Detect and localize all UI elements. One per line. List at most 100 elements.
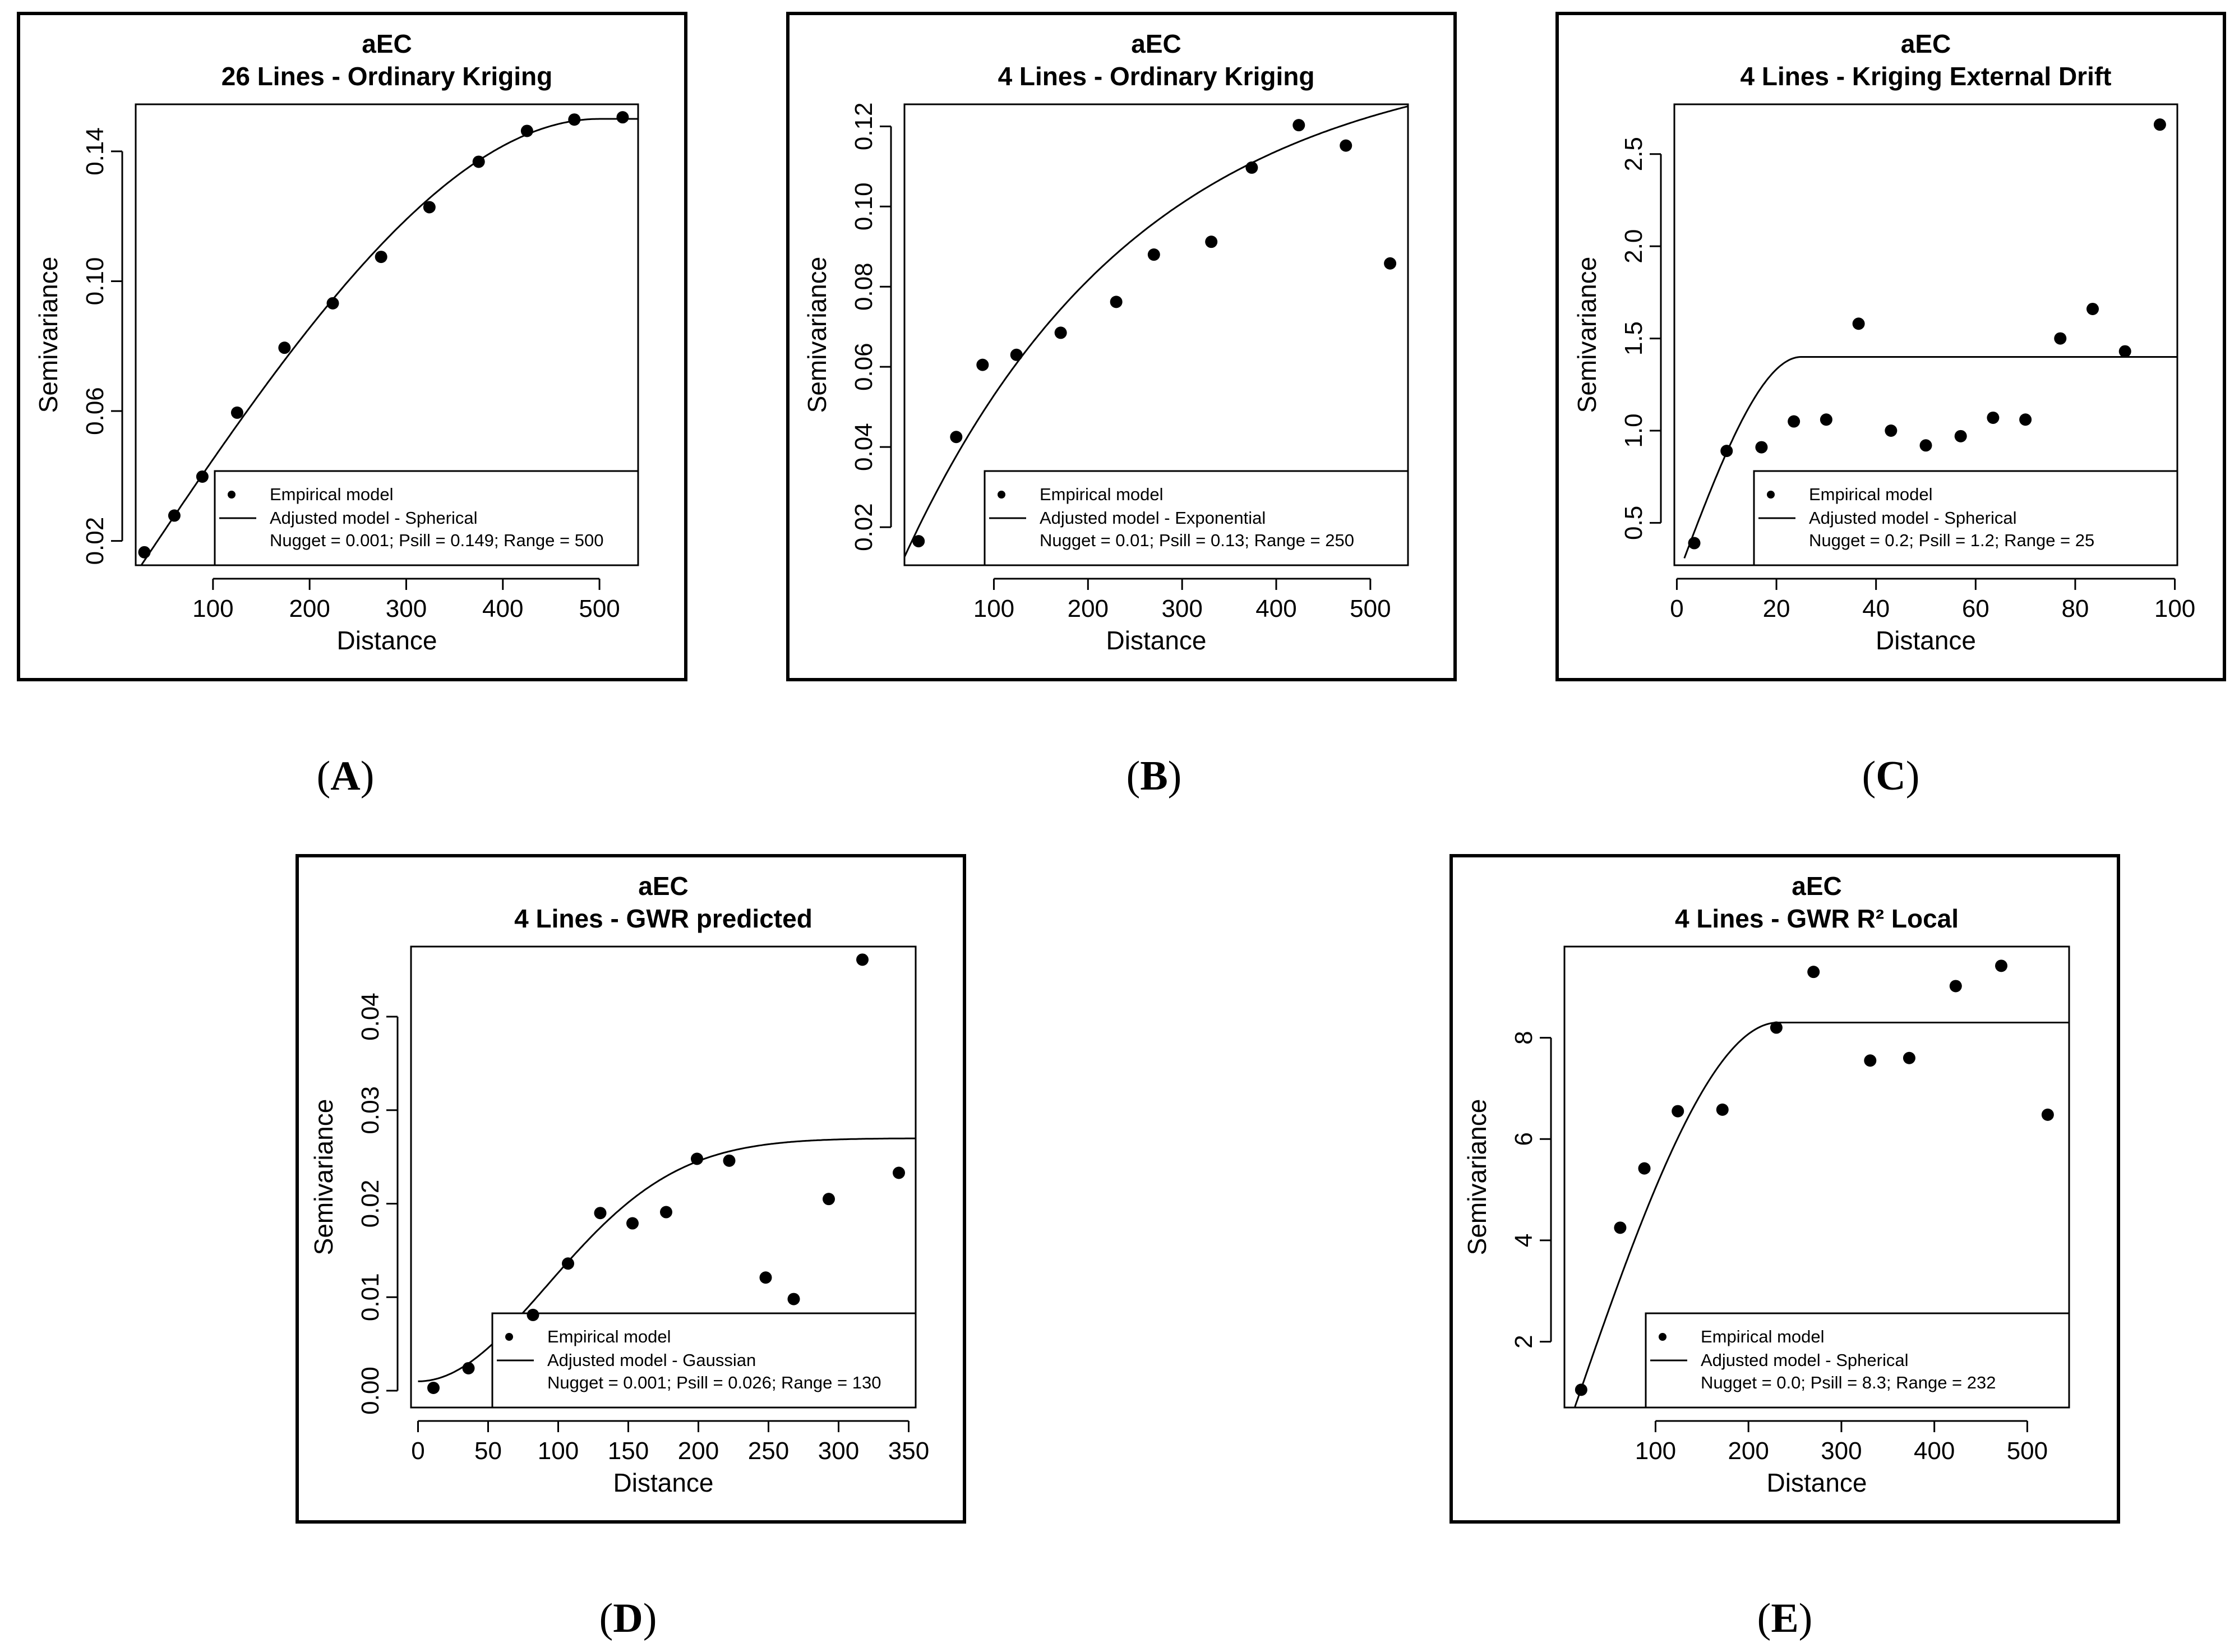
legend-params-label: Nugget = 0.01; Psill = 0.13; Range = 250 xyxy=(1040,530,1354,550)
model-curve xyxy=(140,118,638,565)
x-axis-label: Distance xyxy=(1876,626,1976,655)
x-tick-label: 80 xyxy=(2061,595,2089,622)
caption-paren-close: ) xyxy=(643,1595,657,1641)
caption-letter: E xyxy=(1771,1595,1798,1641)
data-point xyxy=(893,1166,905,1179)
data-point xyxy=(626,1217,639,1230)
caption-paren-close: ) xyxy=(1168,753,1182,799)
model-curve xyxy=(904,105,1408,557)
legend-point-symbol xyxy=(1767,491,1775,499)
data-point xyxy=(950,431,963,444)
legend-adjusted-label: Adjusted model - Gaussian xyxy=(547,1350,756,1370)
data-point xyxy=(427,1381,440,1394)
data-point xyxy=(462,1362,475,1374)
legend-empirical-label: Empirical model xyxy=(1040,484,1164,504)
data-point xyxy=(1688,537,1701,550)
chart-subtitle: 4 Lines - Ordinary Kriging xyxy=(998,62,1315,91)
y-tick-label: 0.12 xyxy=(850,102,878,150)
data-point xyxy=(976,358,989,371)
x-axis-label: Distance xyxy=(1767,1468,1867,1497)
legend-empirical-label: Empirical model xyxy=(270,484,394,504)
legend-point-symbol xyxy=(998,491,1005,499)
chart-title: aEC xyxy=(638,871,688,901)
data-point xyxy=(912,535,925,548)
data-point xyxy=(787,1293,800,1305)
chart-title: aEC xyxy=(1792,871,1841,901)
legend-adjusted-label: Adjusted model - Spherical xyxy=(270,508,477,528)
plot-box xyxy=(135,103,639,566)
y-tick-label: 0.04 xyxy=(850,423,878,471)
legend-adjusted-label: Adjusted model - Spherical xyxy=(1701,1350,1908,1370)
legend-box xyxy=(1753,470,2178,566)
data-point xyxy=(1575,1383,1587,1396)
y-axis-label: Semivariance xyxy=(802,257,832,413)
data-point xyxy=(1919,439,1932,452)
data-point xyxy=(2054,332,2067,345)
data-point xyxy=(1340,139,1352,152)
data-point xyxy=(1852,317,1865,330)
x-tick-label: 40 xyxy=(1862,595,1890,622)
y-tick-label: 2.5 xyxy=(1620,137,1647,171)
x-tick-label: 400 xyxy=(482,595,523,622)
y-tick-label: 2 xyxy=(1510,1335,1538,1348)
data-point xyxy=(568,113,581,126)
data-point xyxy=(1010,348,1023,361)
y-tick-label: 0.03 xyxy=(357,1086,384,1134)
y-tick-label: 0.06 xyxy=(81,387,109,435)
data-point xyxy=(1292,119,1305,132)
legend-params-label: Nugget = 0.0; Psill = 8.3; Range = 232 xyxy=(1701,1373,1996,1392)
chart-subtitle: 4 Lines - Kriging External Drift xyxy=(1741,62,2112,91)
x-tick-label: 200 xyxy=(678,1437,719,1465)
legend-empirical-label: Empirical model xyxy=(1701,1327,1825,1346)
x-tick-label: 0 xyxy=(411,1437,424,1465)
x-tick-label: 400 xyxy=(1255,595,1296,622)
panel-frame xyxy=(1449,854,2120,1524)
x-tick-label: 100 xyxy=(538,1437,579,1465)
plot-box xyxy=(1673,103,2178,566)
chart-panel-a: aEC 26 Lines - Ordinary Kriging Empirical … xyxy=(17,12,687,799)
data-point xyxy=(1885,424,1898,437)
y-tick-label: 6 xyxy=(1510,1132,1538,1146)
caption-paren-open: ( xyxy=(317,753,331,799)
caption-letter: D xyxy=(613,1595,643,1641)
panel-frame xyxy=(786,12,1457,681)
data-point xyxy=(723,1154,736,1167)
data-point xyxy=(1788,415,1801,428)
data-point xyxy=(1110,296,1123,308)
x-tick-label: 200 xyxy=(1728,1437,1769,1465)
data-point xyxy=(759,1271,772,1284)
data-point xyxy=(196,470,209,483)
data-point xyxy=(527,1308,539,1321)
data-point xyxy=(1770,1021,1783,1034)
x-tick-label: 100 xyxy=(973,595,1014,622)
panel-caption: (E) xyxy=(1757,1595,1813,1641)
panel-frame xyxy=(17,12,687,681)
data-point xyxy=(278,342,291,354)
x-tick-label: 300 xyxy=(1821,1437,1862,1465)
data-point xyxy=(1638,1162,1651,1175)
panel-caption: (D) xyxy=(599,1595,657,1641)
caption-letter: A xyxy=(330,753,360,799)
data-point xyxy=(326,297,339,310)
data-point xyxy=(1820,413,1832,426)
y-tick-label: 0.02 xyxy=(357,1180,384,1228)
panel-caption: (A) xyxy=(317,753,375,799)
data-point xyxy=(1205,236,1218,248)
x-tick-label: 200 xyxy=(1068,595,1109,622)
legend-params-label: Nugget = 0.001; Psill = 0.149; Range = 5… xyxy=(270,530,603,550)
caption-paren-open: ( xyxy=(1757,1595,1771,1641)
chart-subtitle: 26 Lines - Ordinary Kriging xyxy=(221,62,552,91)
plot-box xyxy=(903,103,1409,566)
chart-panel-e: aEC 4 Lines - GWR R² Local Empirical model… xyxy=(1449,854,2120,1641)
chart-panel-b: aEC 4 Lines - Ordinary Kriging Empirical m… xyxy=(786,12,1457,799)
x-tick-label: 500 xyxy=(579,595,620,622)
data-point xyxy=(1054,326,1067,339)
data-point xyxy=(594,1207,607,1220)
y-axis-label: Semivariance xyxy=(1572,257,1601,413)
y-tick-label: 0.10 xyxy=(81,257,109,306)
x-axis-label: Distance xyxy=(337,626,437,655)
x-tick-label: 100 xyxy=(1635,1437,1676,1465)
plot-box xyxy=(1563,945,2070,1409)
x-tick-label: 300 xyxy=(386,595,427,622)
y-tick-label: 8 xyxy=(1510,1031,1538,1044)
